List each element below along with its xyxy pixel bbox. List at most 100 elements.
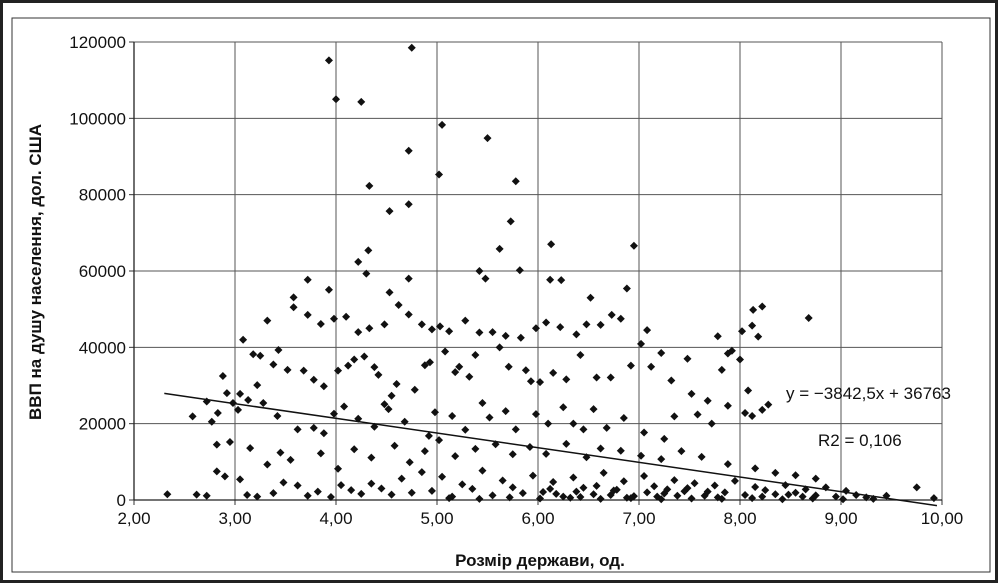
data-point [465,372,474,381]
data-point [811,474,820,483]
data-point [365,324,374,333]
data-point [515,266,524,275]
data-point [749,305,758,314]
data-point [404,274,413,283]
data-point [279,478,288,487]
data-point [370,363,379,372]
data-point [212,467,221,476]
data-point [569,473,578,482]
data-point [367,479,376,488]
data-point [744,386,753,395]
data-point [602,423,611,432]
data-point [329,314,338,323]
data-point [596,320,605,329]
data-point [269,360,278,369]
data-point [559,492,568,501]
data-point [475,328,484,337]
data-point [488,328,497,337]
data-point [303,310,312,319]
data-point [329,409,338,418]
data-point [606,373,615,382]
data-point [736,355,744,364]
data-point [727,346,736,355]
data-point [526,377,535,386]
data-point [643,488,652,497]
data-point [445,327,454,336]
data-point [420,447,429,456]
data-point [592,481,601,490]
data-point [445,494,454,503]
data-point [501,407,510,416]
data-point [912,483,921,492]
data-point [385,288,394,297]
data-point [798,492,807,501]
data-point [326,492,335,501]
data-point [405,458,414,467]
data-point [771,490,780,499]
data-point [557,276,566,285]
y-tick-label: 20000 [79,415,126,434]
data-point [293,425,302,434]
data-point [572,330,581,339]
data-point [243,491,252,500]
data-point [764,400,773,409]
data-point [350,445,359,454]
data-point [360,352,369,361]
data-point [478,399,487,408]
data-point [188,412,197,421]
data-point [831,492,840,501]
data-point [501,331,510,340]
data-point [531,324,540,333]
data-point [549,478,558,487]
data-point [643,326,652,335]
data-point [758,405,767,414]
data-point [592,373,601,382]
data-point [562,375,571,384]
x-tick-label: 7,00 [622,509,655,528]
data-point [511,177,520,186]
data-point [576,350,585,359]
data-point [458,480,467,489]
data-point [344,361,353,370]
data-point [498,476,507,485]
data-point [319,382,328,391]
data-point [569,419,578,428]
data-point [677,447,686,456]
data-point [579,425,588,434]
data-point [516,333,525,342]
x-tick-label: 4,00 [319,509,352,528]
data-point [542,449,551,458]
data-point [316,449,325,458]
data-point [407,488,416,497]
data-point [340,402,349,411]
data-point [536,494,545,503]
data-point [394,300,403,309]
data-point [380,400,389,409]
data-point [559,403,568,412]
data-point [505,493,514,502]
data-point [596,494,605,503]
data-point [607,310,616,319]
data-point [212,440,221,449]
data-point [485,413,494,422]
data-point [741,491,750,500]
data-point [365,181,374,190]
y-tick-label: 80000 [79,186,126,205]
data-point [606,491,615,500]
data-point [612,485,621,494]
data-point [400,417,409,426]
data-point [387,391,396,400]
data-point [622,493,631,502]
x-tick-label: 9,00 [824,509,857,528]
data-point [929,494,938,503]
data-point [441,347,450,356]
data-point [720,488,729,497]
data-point [435,436,444,445]
data-point [546,484,555,493]
y-tick-label: 60000 [79,262,126,281]
data-point [404,146,413,155]
data-point [723,401,732,410]
data-point [362,269,371,278]
